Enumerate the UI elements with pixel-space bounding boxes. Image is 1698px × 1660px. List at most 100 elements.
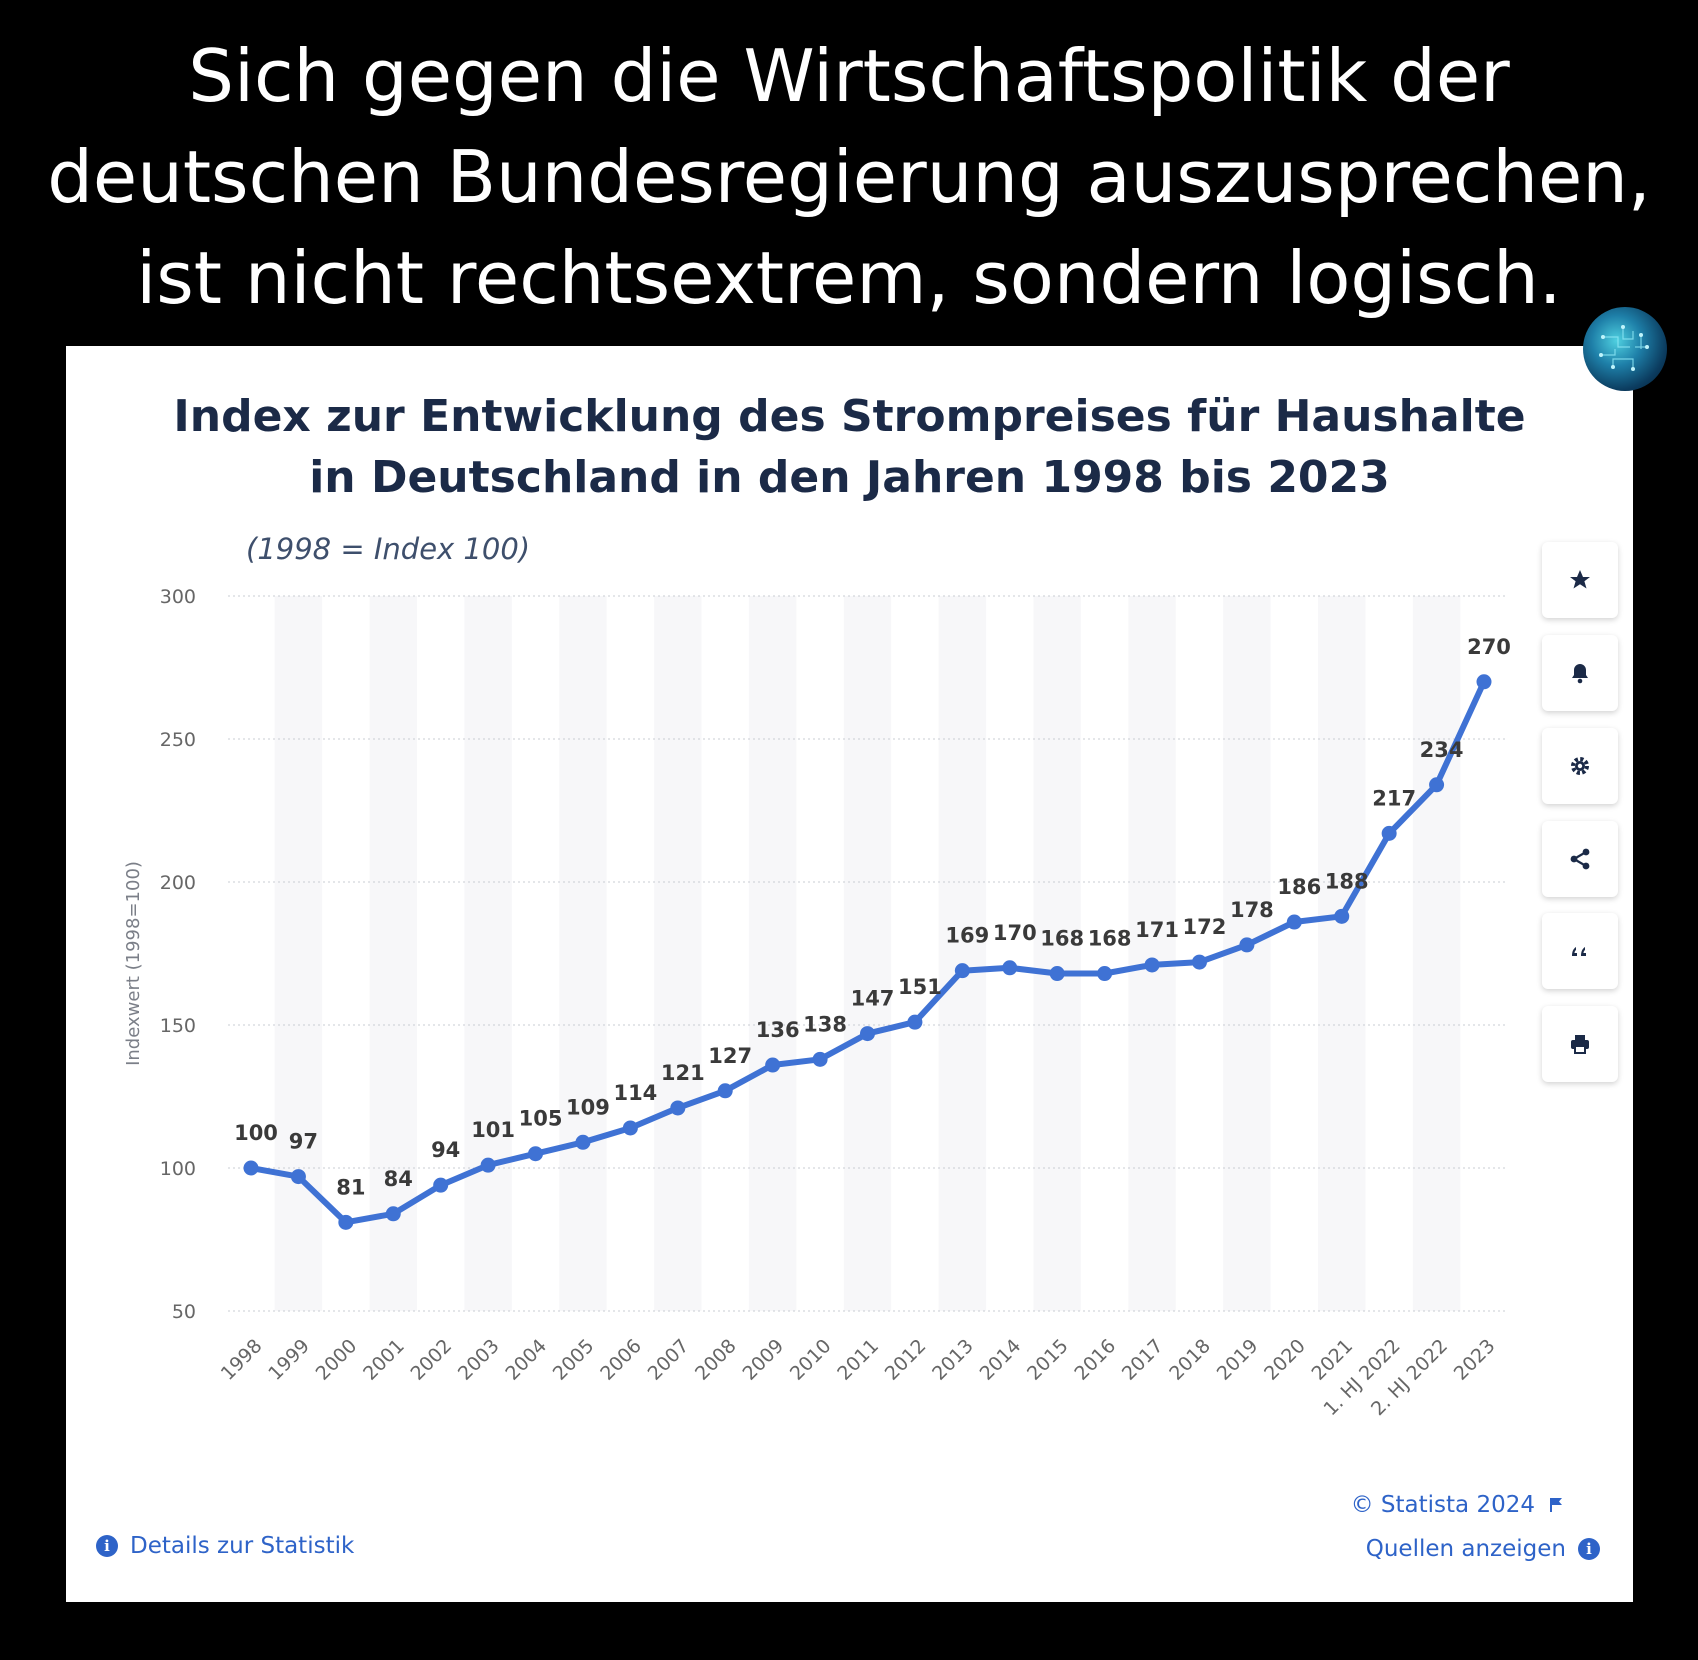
chart-title: Index zur Entwicklung des Strompreises f…: [66, 386, 1633, 508]
column-band: [274, 596, 323, 1311]
data-label: 127: [708, 1044, 752, 1068]
data-label: 168: [1088, 927, 1132, 951]
x-tick-label: 1999: [264, 1335, 314, 1385]
data-label: 172: [1183, 915, 1227, 939]
data-point: [433, 1177, 449, 1193]
data-label: 234: [1420, 738, 1464, 762]
details-link[interactable]: i Details zur Statistik: [96, 1533, 354, 1559]
x-tick-label: 2017: [1118, 1335, 1168, 1385]
x-tick-label: 2002: [406, 1335, 456, 1385]
data-label: 217: [1372, 786, 1416, 810]
data-label: 169: [945, 924, 989, 948]
print-button[interactable]: [1542, 1006, 1618, 1082]
column-band: [369, 596, 417, 1311]
settings-button[interactable]: [1542, 728, 1618, 804]
column-band: [1412, 596, 1461, 1311]
x-tick-label: 1998: [217, 1335, 267, 1385]
data-label: 147: [851, 987, 895, 1011]
x-tick-label: 2008: [691, 1335, 741, 1385]
data-label: 114: [613, 1081, 657, 1105]
caption: Sich gegen die Wirtschaftspolitik der de…: [0, 26, 1698, 329]
data-label: 186: [1277, 875, 1321, 899]
share-button[interactable]: [1542, 821, 1618, 897]
x-tick-label: 2023: [1450, 1335, 1500, 1385]
data-label: 84: [384, 1167, 413, 1191]
data-point: [907, 1014, 923, 1030]
print-icon: [1571, 1035, 1589, 1054]
y-tick-label: 150: [160, 1015, 196, 1037]
y-axis-label: Indexwert (1998=100): [123, 861, 144, 1066]
data-point: [575, 1134, 591, 1150]
column-band: [748, 596, 797, 1311]
column-band: [464, 596, 512, 1311]
data-label: 136: [756, 1018, 800, 1042]
sources-link[interactable]: Quellen anzeigen i: [1366, 1536, 1600, 1562]
column-band: [1318, 596, 1366, 1311]
data-label: 171: [1135, 918, 1179, 942]
data-point: [1239, 937, 1255, 953]
cite-button[interactable]: [1542, 913, 1618, 989]
y-tick-label: 50: [172, 1301, 196, 1323]
data-label: 170: [993, 921, 1037, 945]
x-tick-label: 2000: [312, 1335, 362, 1385]
x-tick-label: 2016: [1070, 1335, 1120, 1385]
data-point: [1191, 954, 1207, 970]
x-tick-label: 2007: [644, 1335, 694, 1385]
chart-title-line: Index zur Entwicklung des Strompreises f…: [173, 391, 1526, 442]
data-label: 138: [803, 1012, 847, 1036]
data-point: [1476, 674, 1492, 690]
share-icon: [1570, 848, 1590, 870]
copyright-link[interactable]: © Statista 2024: [1351, 1492, 1565, 1518]
x-tick-label: 2012: [881, 1335, 931, 1385]
flag-icon: [1550, 1498, 1562, 1512]
x-tick-label: 2010: [786, 1335, 836, 1385]
data-label: 109: [566, 1095, 610, 1119]
data-point: [243, 1160, 259, 1176]
column-band: [1128, 596, 1176, 1311]
chart-card: Index zur Entwicklung des Strompreises f…: [66, 346, 1633, 1602]
data-label: 151: [898, 975, 942, 999]
data-point: [1334, 908, 1350, 924]
info-icon: i: [1578, 1538, 1600, 1560]
data-label: 81: [336, 1175, 365, 1199]
x-tick-label: 2005: [549, 1335, 599, 1385]
data-label: 121: [661, 1061, 705, 1085]
data-label: 101: [471, 1118, 515, 1142]
x-tick-label: 2013: [928, 1335, 978, 1385]
star-icon: [1570, 570, 1590, 589]
circuit-icon: [1599, 325, 1649, 371]
column-band: [654, 596, 702, 1311]
x-tick-label: 2006: [596, 1335, 646, 1385]
x-tick-label: 2011: [833, 1335, 883, 1385]
data-point: [338, 1214, 354, 1230]
x-tick-label: 2001: [359, 1335, 409, 1385]
data-point: [480, 1157, 496, 1173]
data-point: [1286, 914, 1302, 930]
x-tick-label: 2003: [454, 1335, 504, 1385]
data-point: [1097, 966, 1113, 982]
data-point: [528, 1146, 544, 1162]
sources-text: Quellen anzeigen: [1365, 1536, 1566, 1562]
notification-button[interactable]: [1542, 635, 1618, 711]
column-band: [559, 596, 607, 1311]
x-tick-label: 2018: [1165, 1335, 1215, 1385]
caption-line: deutschen Bundesregierung auszusprechen,: [47, 135, 1651, 219]
data-point: [717, 1083, 733, 1099]
data-point: [860, 1026, 875, 1042]
gear-icon: [1571, 757, 1589, 775]
data-point: [1144, 957, 1160, 973]
copyright-text: © Statista 2024: [1350, 1492, 1535, 1518]
data-label: 270: [1467, 635, 1511, 659]
data-label: 97: [289, 1130, 318, 1154]
favorite-button[interactable]: [1542, 542, 1618, 618]
x-tick-label: 2014: [976, 1335, 1026, 1385]
data-point: [1049, 966, 1065, 982]
y-tick-label: 250: [160, 729, 196, 751]
column-band: [843, 596, 892, 1311]
data-point: [670, 1100, 686, 1116]
brand-logo: [1583, 307, 1667, 391]
data-point: [290, 1169, 306, 1185]
data-point: [1002, 960, 1018, 976]
caption-line: Sich gegen die Wirtschaftspolitik der: [188, 34, 1510, 118]
data-point: [812, 1051, 828, 1067]
